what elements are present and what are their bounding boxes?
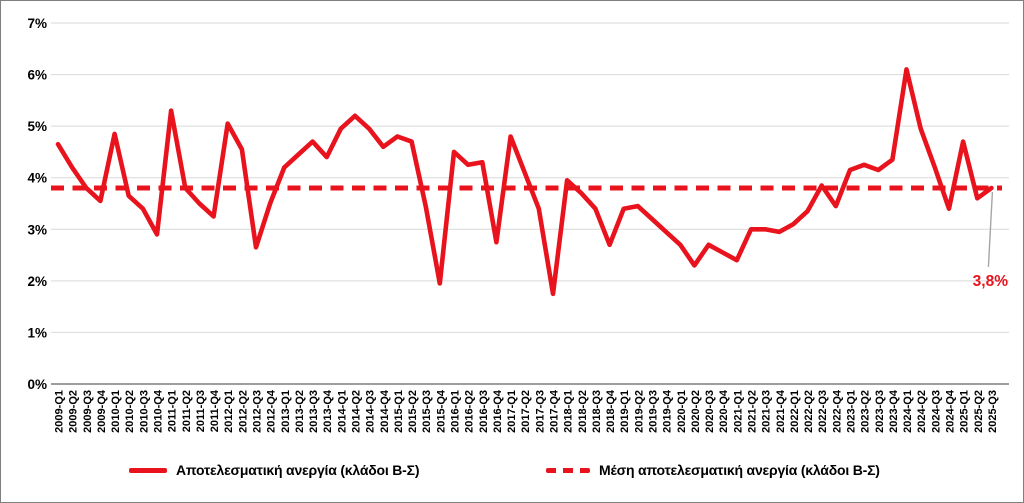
x-tick-label: 2016-Q4 xyxy=(492,389,504,433)
x-tick-label: 2019-Q4 xyxy=(662,389,674,433)
x-tick-label: 2021-Q2 xyxy=(746,390,758,433)
x-tick-label: 2009-Q2 xyxy=(68,390,80,433)
x-tick-label: 2022-Q3 xyxy=(817,390,829,433)
x-tick-label: 2021-Q1 xyxy=(732,390,744,433)
legend-label-mean-effective-unemployment: Μέση αποτελεσματική ανεργία (κλάδοι Β-Σ) xyxy=(599,462,880,478)
x-tick-label: 2019-Q3 xyxy=(647,390,659,433)
x-tick-label: 2019-Q1 xyxy=(619,390,631,433)
x-tick-label: 2018-Q2 xyxy=(577,390,589,433)
x-tick-label: 2018-Q3 xyxy=(591,390,603,433)
x-tick-label: 2013-Q3 xyxy=(308,390,320,433)
x-tick-label: 2018-Q4 xyxy=(605,389,617,433)
x-tick-label: 2010-Q1 xyxy=(110,390,122,433)
x-tick-label: 2018-Q1 xyxy=(563,390,575,433)
x-tick-label: 2014-Q2 xyxy=(350,390,362,433)
x-tick-label: 2015-Q2 xyxy=(407,390,419,433)
x-tick-label: 2013-Q2 xyxy=(294,390,306,433)
x-tick-label: 2022-Q4 xyxy=(831,389,843,433)
y-tick-label: 6% xyxy=(27,68,47,83)
x-tick-label: 2021-Q3 xyxy=(761,390,773,433)
x-tick-label: 2020-Q4 xyxy=(718,389,730,433)
x-tick-label: 2009-Q1 xyxy=(54,390,66,433)
legend-label-effective-unemployment: Αποτελεσματική ανεργία (κλάδοι Β-Σ) xyxy=(176,462,420,478)
x-tick-label: 2016-Q3 xyxy=(478,390,490,433)
x-tick-label: 2013-Q4 xyxy=(322,389,334,433)
x-tick-label: 2024-Q4 xyxy=(944,389,956,433)
annotation-value-label: 3,8% xyxy=(973,273,1009,290)
x-tick-label: 2023-Q2 xyxy=(860,390,872,433)
x-tick-label: 2016-Q1 xyxy=(449,390,461,433)
x-tick-label: 2010-Q2 xyxy=(124,390,136,433)
y-tick-label: 4% xyxy=(27,171,47,186)
x-tick-label: 2011-Q3 xyxy=(195,390,207,432)
y-tick-label: 2% xyxy=(27,274,47,289)
x-tick-label: 2017-Q3 xyxy=(534,390,546,433)
x-tick-label: 2025-Q2 xyxy=(973,390,985,433)
x-tick-label: 2014-Q3 xyxy=(365,390,377,433)
y-tick-label: 1% xyxy=(27,325,47,340)
x-tick-label: 2021-Q4 xyxy=(775,389,787,433)
x-tick-label: 2012-Q3 xyxy=(251,390,263,433)
annotation-leader-line xyxy=(987,191,994,268)
x-tick-label: 2015-Q1 xyxy=(393,390,405,433)
x-tick-label: 2010-Q4 xyxy=(152,389,164,433)
series-line-effective-unemployment xyxy=(55,67,994,297)
x-tick-label: 2012-Q1 xyxy=(223,390,235,433)
x-tick-label: 2024-Q2 xyxy=(916,390,928,433)
x-tick-label: 2015-Q3 xyxy=(421,390,433,433)
y-tick-label: 3% xyxy=(27,222,47,237)
x-tick-label: 2010-Q3 xyxy=(138,390,150,433)
y-tick-label: 5% xyxy=(27,119,47,134)
x-tick-label: 2023-Q3 xyxy=(874,390,886,433)
legend-item-effective-unemployment: Αποτελεσματική ανεργία (κλάδοι Β-Σ) xyxy=(129,462,419,478)
x-tick-label: 2017-Q4 xyxy=(548,389,560,433)
chart-legend: Αποτελεσματική ανεργία (κλάδοι Β-Σ) Μέση… xyxy=(1,453,1023,487)
x-tick-label: 2012-Q2 xyxy=(237,390,249,433)
x-tick-label: 2020-Q2 xyxy=(690,390,702,433)
x-tick-label: 2017-Q1 xyxy=(506,390,518,433)
x-tick-label: 2015-Q4 xyxy=(435,389,447,433)
x-tick-label: 2014-Q4 xyxy=(379,389,391,433)
x-tick-label: 2023-Q1 xyxy=(845,390,857,433)
x-tick-label: 2011-Q1 xyxy=(167,390,179,432)
x-tick-label: 2017-Q2 xyxy=(520,390,532,433)
y-tick-label: 0% xyxy=(27,377,47,392)
x-tick-label: 2024-Q1 xyxy=(902,390,914,433)
x-tick-label: 2020-Q3 xyxy=(704,390,716,433)
x-tick-label: 2011-Q4 xyxy=(209,389,221,432)
x-tick-label: 2019-Q2 xyxy=(633,390,645,433)
x-tick-label: 2014-Q1 xyxy=(336,390,348,433)
x-tick-label: 2024-Q3 xyxy=(930,390,942,433)
legend-solid-line-icon xyxy=(129,467,167,473)
x-tick-label: 2016-Q2 xyxy=(464,390,476,433)
x-tick-label: 2022-Q2 xyxy=(803,390,815,433)
legend-dashed-line-icon xyxy=(546,467,590,473)
x-tick-label: 2009-Q3 xyxy=(82,390,94,433)
x-tick-label: 2023-Q4 xyxy=(888,389,900,433)
x-tick-label: 2022-Q1 xyxy=(789,390,801,433)
y-tick-label: 7% xyxy=(27,16,47,31)
x-tick-label: 2011-Q2 xyxy=(181,390,193,432)
x-tick-label: 2020-Q1 xyxy=(676,390,688,433)
x-tick-label: 2012-Q4 xyxy=(266,389,278,433)
legend-item-mean-effective-unemployment: Μέση αποτελεσματική ανεργία (κλάδοι Β-Σ) xyxy=(546,462,880,478)
x-tick-label: 2013-Q1 xyxy=(280,390,292,433)
x-tick-label: 2025-Q3 xyxy=(987,390,999,433)
x-tick-label: 2025-Q1 xyxy=(959,390,971,433)
x-tick-label: 2009-Q4 xyxy=(96,389,108,433)
